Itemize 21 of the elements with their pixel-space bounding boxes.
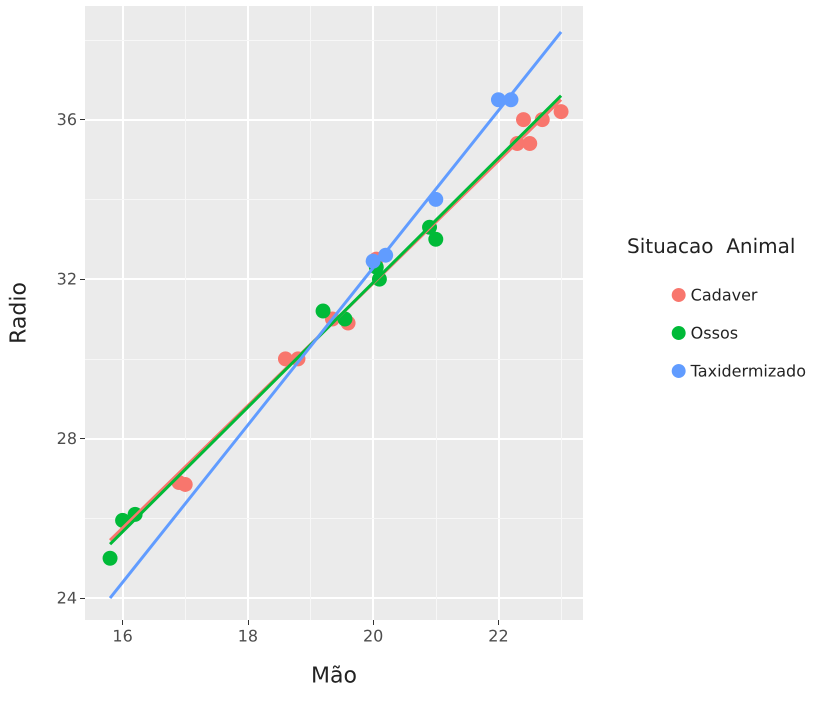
x-tick-label: 16 [112, 626, 133, 646]
point [178, 476, 193, 492]
legend-label: Taxidermizado [690, 362, 806, 380]
legend-title: Situacao Animal [627, 234, 796, 258]
y-tick-label: 28 [56, 429, 77, 448]
y-tick-label: 32 [56, 270, 77, 289]
point [316, 304, 331, 318]
legend-label: Ossos [690, 324, 738, 342]
x-tick-label: 18 [238, 626, 258, 646]
y-tick-label: 24 [56, 588, 77, 608]
point [428, 232, 444, 247]
point [554, 104, 569, 120]
y-axis-title: Radio [6, 282, 32, 344]
x-tick-label: 20 [362, 626, 384, 646]
x-tick-label: 22 [488, 626, 509, 646]
x-axis-title: Mão [311, 664, 357, 688]
y-tick-label: 36 [56, 110, 77, 130]
point [516, 112, 531, 128]
point [522, 136, 538, 152]
point [102, 550, 118, 566]
legend-label: Cadaver [690, 286, 758, 304]
